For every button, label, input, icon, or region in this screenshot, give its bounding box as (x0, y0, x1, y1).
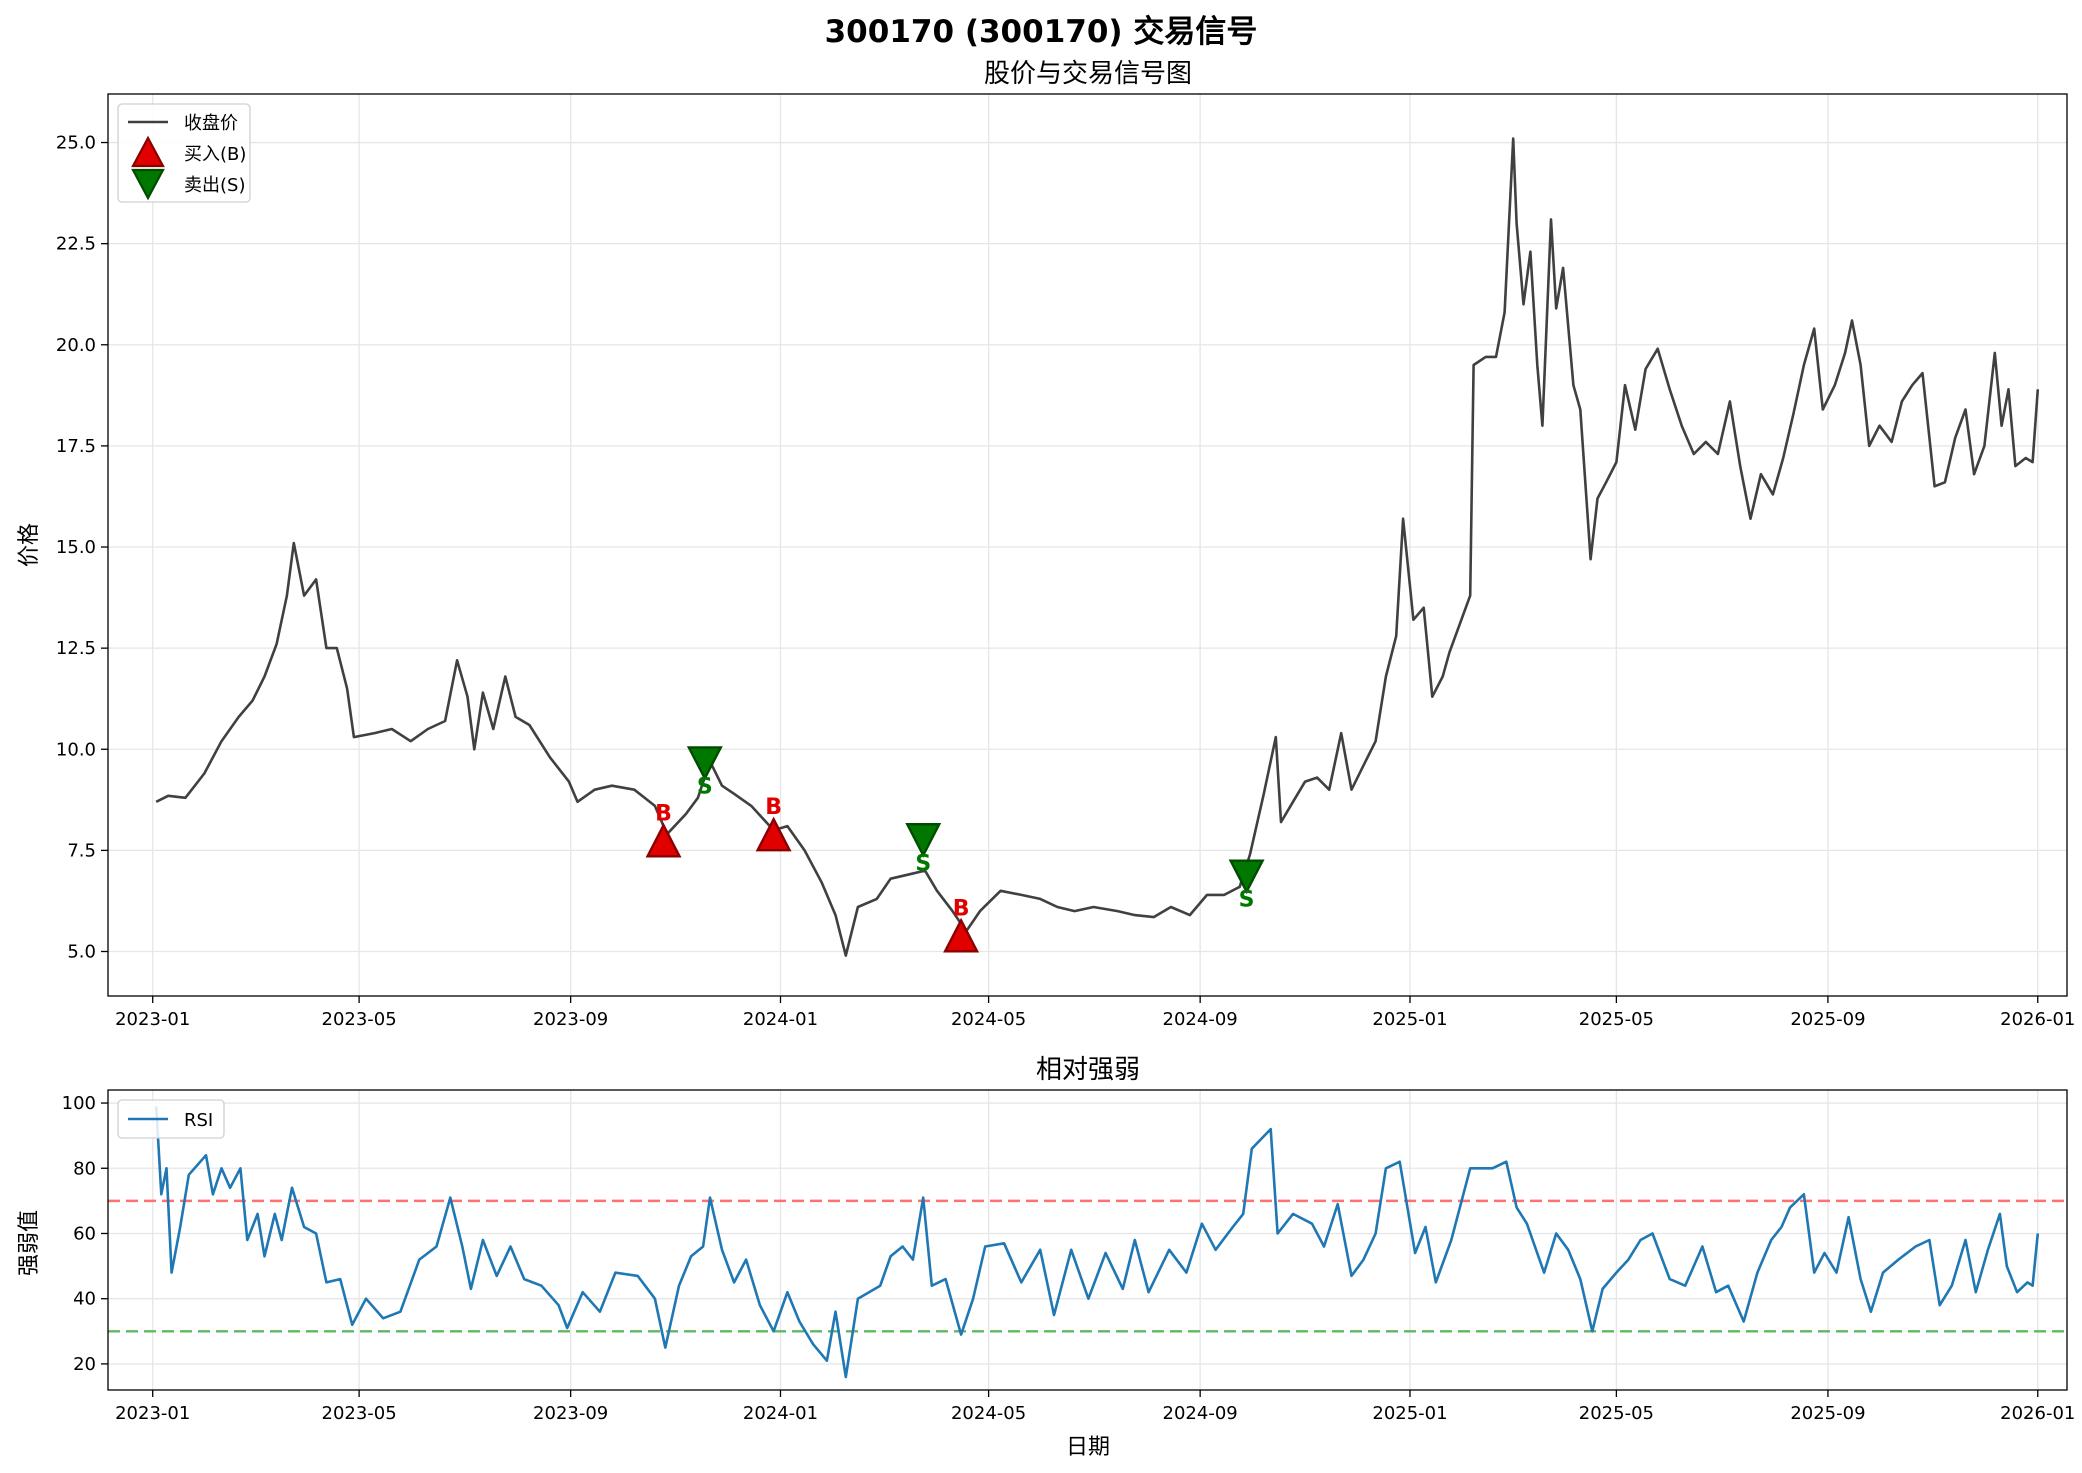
y-tick-label: 40 (73, 1289, 96, 1310)
rsi-reference-lines (108, 1199, 2067, 1333)
price-axes-frame (107, 93, 2068, 997)
x-tick-label: 2023-05 (322, 1009, 397, 1030)
x-tick-label: 2024-05 (951, 1009, 1026, 1030)
y-tick-label: 12.5 (56, 638, 96, 659)
rsi-series-line (154, 1106, 2040, 1379)
x-tick-label: 2025-05 (1579, 1403, 1654, 1424)
y-tick-label: 80 (73, 1158, 96, 1179)
price-series-line (155, 137, 2040, 957)
sell-signal-marker (686, 746, 723, 782)
x-tick-label: 2024-01 (743, 1403, 818, 1424)
rsi-panel: 相对强弱 2023-01 2023-05 2023-09 2024-01 2024-05… (17, 1055, 2075, 1460)
y-tick-label: 25.0 (56, 133, 96, 154)
legend-label-buy: 买入(B) (184, 144, 246, 165)
legend-swatch-buy (131, 135, 165, 168)
legend-label-sell: 卖出(S) (184, 175, 245, 196)
sell-signal-marker (1228, 859, 1265, 895)
y-tick-label: 100 (62, 1093, 96, 1114)
rsi-grid (108, 1090, 2067, 1390)
x-tick-label: 2026-01 (2000, 1403, 2075, 1424)
x-tick-label: 2025-01 (1372, 1403, 1447, 1424)
y-tick-label: 22.5 (56, 234, 96, 255)
buy-signal-label: B (765, 795, 782, 820)
price-x-axis: 2023-01 2023-05 2023-09 2024-01 2024-05 2024-… (115, 996, 2075, 1030)
y-tick-label: 10.0 (56, 739, 96, 760)
figure-suptitle: 300170 (300170) 交易信号 (825, 14, 1258, 50)
rsi-legend-box (117, 1099, 225, 1139)
sell-signal-label: S (697, 774, 713, 799)
y-tick-label: 15.0 (56, 537, 96, 558)
legend-swatch-sell (131, 168, 165, 201)
x-tick-label: 2023-09 (533, 1009, 608, 1030)
sell-signal-label: S (1239, 888, 1255, 913)
x-tick-label: 2023-09 (533, 1403, 608, 1424)
y-tick-label: 20.0 (56, 335, 96, 356)
price-grid (108, 94, 2067, 996)
rsi-x-axis-label: 日期 (1066, 1435, 1110, 1460)
y-tick-label: 20 (73, 1354, 96, 1375)
y-tick-label: 7.5 (67, 840, 96, 861)
buy-signal-marker (943, 917, 980, 953)
x-tick-label: 2024-01 (743, 1009, 818, 1030)
x-tick-label: 2025-01 (1372, 1009, 1447, 1030)
buy-signal-label: B (953, 896, 970, 921)
x-tick-label: 2023-01 (115, 1403, 190, 1424)
x-tick-label: 2024-09 (1163, 1009, 1238, 1030)
x-tick-label: 2025-09 (1790, 1403, 1865, 1424)
x-tick-label: 2025-09 (1790, 1009, 1865, 1030)
buy-signal-marker (755, 816, 792, 852)
y-tick-label: 5.0 (67, 942, 96, 963)
price-panel-title: 股价与交易信号图 (984, 59, 1192, 89)
rsi-axes-frame (107, 1089, 2068, 1391)
legend-label-close: 收盘价 (184, 113, 238, 134)
price-y-axis: 5.0 7.5 10.0 12.5 15.0 17.5 20.0 22.5 25.0 (56, 133, 108, 963)
buy-signal-marker (645, 822, 682, 858)
x-tick-label: 2024-05 (951, 1403, 1026, 1424)
buy-signal-label: B (655, 801, 672, 826)
price-legend: 收盘价 买入(B) 卖出(S) (117, 103, 251, 203)
rsi-panel-title: 相对强弱 (1036, 1055, 1140, 1085)
rsi-y-axis: 20 40 60 80 100 (62, 1093, 108, 1375)
rsi-legend: RSI (117, 1099, 225, 1139)
x-tick-label: 2023-05 (322, 1403, 397, 1424)
legend-label-rsi: RSI (184, 1110, 213, 1131)
price-y-axis-label: 价格 (17, 523, 42, 567)
x-tick-label: 2024-09 (1163, 1403, 1238, 1424)
x-tick-label: 2025-05 (1579, 1009, 1654, 1030)
rsi-y-axis-label: 强弱值 (17, 1210, 42, 1276)
sell-signal-label: S (915, 851, 931, 876)
y-tick-label: 17.5 (56, 436, 96, 457)
rsi-x-axis: 2023-01 2023-05 2023-09 2024-01 2024-05 2024-… (115, 1390, 2075, 1424)
x-tick-label: 2023-01 (115, 1009, 190, 1030)
x-tick-label: 2026-01 (2000, 1009, 2075, 1030)
sell-signal-marker (905, 823, 942, 858)
y-tick-label: 60 (73, 1223, 96, 1244)
